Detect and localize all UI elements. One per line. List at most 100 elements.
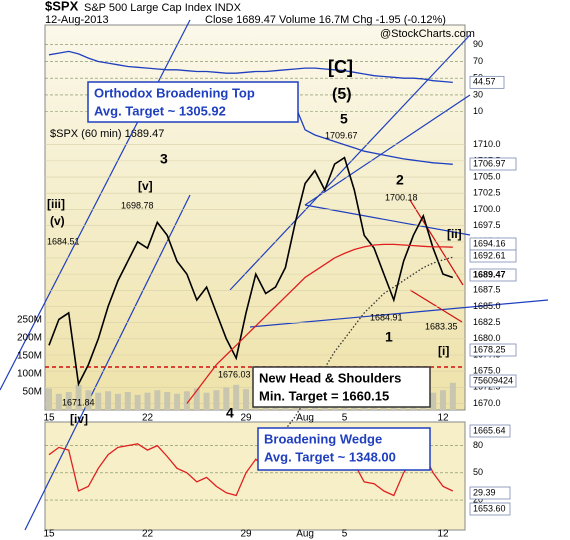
volume-bar	[193, 388, 200, 410]
date: 12-Aug-2013	[45, 14, 109, 26]
volume-bar	[430, 392, 437, 410]
volume-bar	[114, 393, 121, 410]
last-label: 1692.61	[473, 250, 506, 260]
y-tick-label: 10	[473, 106, 483, 116]
last-label: 1678.25	[473, 344, 506, 354]
note-text: Min. Target = 1660.15	[259, 388, 389, 403]
series-line	[48, 50, 453, 84]
volume-bar	[124, 392, 131, 410]
y-tick-label: 1702.5	[473, 188, 501, 198]
volume-bar	[134, 394, 141, 410]
volume-bar	[243, 389, 249, 410]
note-text: Avg. Target ~ 1348.00	[264, 449, 396, 464]
wave-label: 1709.67	[325, 130, 358, 140]
last-box	[469, 249, 517, 263]
trendline	[409, 199, 464, 286]
wave-label: (v)	[50, 214, 65, 228]
volume-tick-label: 250M	[17, 315, 42, 326]
series-line	[294, 105, 453, 165]
x-tick-label: 15	[43, 413, 55, 424]
y-tick-label: 1710.0	[473, 139, 501, 149]
trendline	[24, 194, 191, 531]
y-tick-label: 1705.0	[473, 171, 501, 181]
last-box	[469, 343, 517, 357]
last-box	[469, 268, 517, 282]
note-box	[257, 427, 431, 471]
volume-bar	[203, 392, 210, 410]
last-box	[469, 502, 511, 516]
y-tick-label: 1670.0	[473, 398, 501, 408]
wave-label: [iv]	[70, 412, 88, 426]
volume-bar	[449, 382, 456, 410]
volume-bar	[85, 390, 92, 410]
series-line	[48, 156, 454, 387]
wave-label: [v]	[138, 179, 153, 193]
volume-tick-label: 50M	[23, 387, 42, 398]
y-tick-label: 20	[473, 494, 483, 504]
note-text: Avg. Target ~ 1305.92	[94, 103, 226, 118]
volume-bar	[233, 384, 240, 410]
x-tick-label: 22	[142, 529, 154, 540]
volume-bar	[154, 390, 161, 410]
last-label: 75609424	[473, 375, 513, 385]
volume-bar	[144, 392, 151, 410]
wave-label: 1676.03	[218, 369, 251, 379]
y-tick-label: 1687.5	[473, 285, 501, 295]
series-line	[48, 443, 454, 497]
volume-bar	[213, 390, 220, 410]
wave-label: 5	[340, 111, 348, 127]
last-label: 29.39	[473, 487, 496, 497]
series-line	[284, 256, 453, 430]
volume-tick-label: 100M	[17, 369, 42, 380]
note-text: Broadening Wedge	[264, 431, 382, 446]
volume-bar	[65, 392, 72, 410]
y-tick-label: 70	[473, 56, 483, 66]
volume-bar	[223, 387, 230, 410]
wave-label: 3	[160, 151, 168, 167]
x-tick-label: 5	[342, 529, 348, 540]
x-tick-label: 12	[437, 413, 449, 424]
trendline	[409, 289, 463, 323]
wave-label: [C]	[328, 57, 353, 77]
wave-label: (5)	[332, 86, 352, 103]
x-tick-label: 15	[43, 529, 55, 540]
symbol: $SPX	[45, 0, 79, 13]
volume-bar	[95, 392, 102, 410]
x-tick-label: Aug	[296, 413, 314, 424]
wave-label: 1684.51	[47, 236, 80, 246]
y-tick-label: 30	[473, 89, 483, 99]
last-label: 1694.16	[473, 238, 506, 248]
volume-bar	[55, 393, 62, 410]
x-tick-label: 29	[240, 413, 252, 424]
y-tick-label: 80	[473, 440, 483, 450]
x-tick-label: 5	[342, 413, 348, 424]
wave-label: 1698.78	[121, 200, 154, 210]
wave-label: 4	[226, 405, 234, 421]
wave-label: [ii]	[447, 227, 462, 241]
last-label: 1706.97	[473, 158, 506, 168]
trendline	[304, 94, 471, 206]
wave-label: 1684.91	[370, 312, 403, 322]
note-box	[87, 81, 299, 123]
last-label: 1653.60	[473, 503, 506, 513]
last-box	[469, 424, 511, 438]
quote: Close 1689.47 Volume 16.7M Chg -1.95 (-0…	[205, 14, 446, 26]
y-tick-label: 1697.5	[473, 220, 501, 230]
x-tick-label: 12	[437, 529, 449, 540]
wave-label: 2	[396, 172, 404, 188]
last-box	[469, 486, 511, 500]
wave-label: 1683.35	[425, 321, 458, 331]
wave-label: 1671.84	[62, 397, 95, 407]
wave-label: 1700.18	[385, 192, 418, 202]
volume-tick-label: 200M	[17, 333, 42, 344]
y-tick-label: 1682.5	[473, 317, 501, 327]
volume-bar	[75, 384, 82, 410]
y-tick-label: 1675.0	[473, 366, 501, 376]
y-tick-label: 1680.0	[473, 333, 501, 343]
last-label: 44.57	[473, 77, 496, 87]
x-tick-label: Aug	[296, 529, 314, 540]
wave-label: [iii]	[47, 197, 65, 211]
source: @StockCharts.com	[380, 28, 475, 40]
